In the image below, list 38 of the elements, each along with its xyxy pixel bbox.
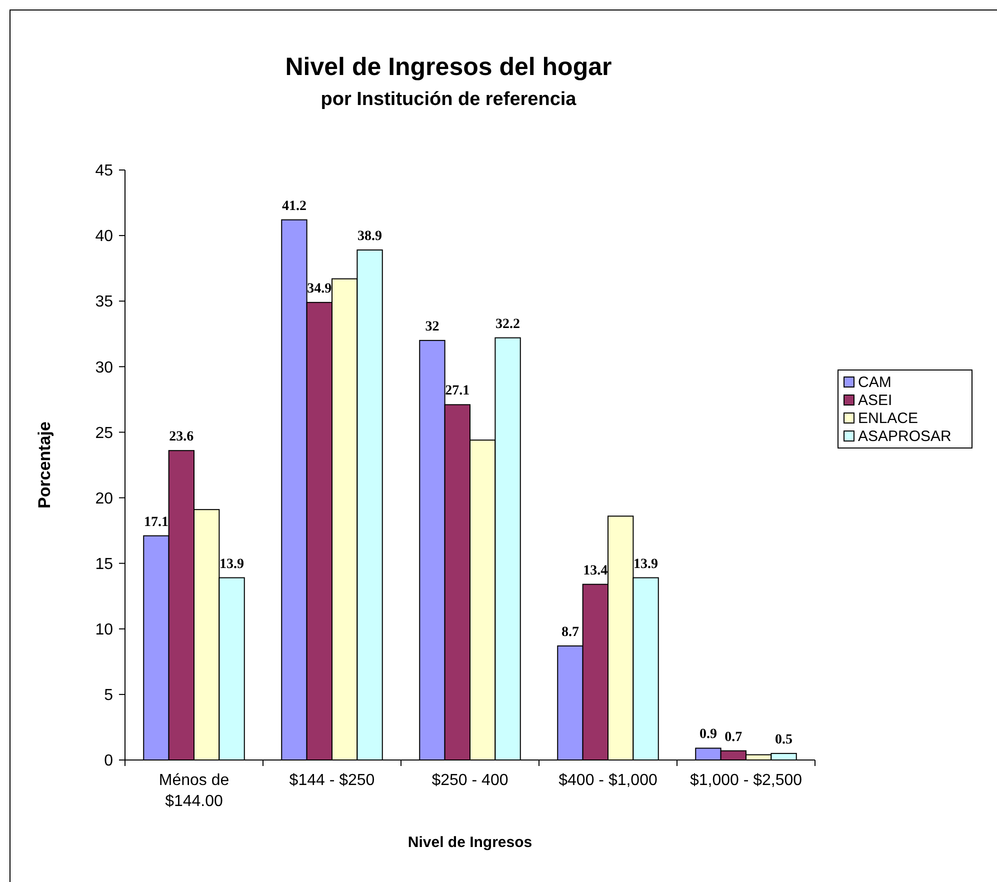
- legend-label: ENLACE: [858, 410, 918, 427]
- y-tick-label: 35: [95, 294, 114, 311]
- y-tick-label: 25: [95, 424, 114, 442]
- data-label: 32: [425, 319, 440, 334]
- data-label: 0.5: [775, 732, 793, 748]
- data-label: 32.2: [496, 316, 520, 332]
- y-tick-label: 15: [95, 556, 114, 573]
- y-tick-label: 30: [95, 359, 114, 376]
- x-tick-label: $144 - $250: [289, 772, 375, 789]
- data-label: 38.9: [358, 228, 382, 244]
- y-tick-label: 5: [104, 687, 114, 704]
- data-label: 13.9: [220, 556, 244, 572]
- x-tick-label: $250 - 400: [432, 772, 508, 789]
- y-tick-label: 45: [95, 162, 114, 180]
- x-tick-label: Ménos de $144.00: [158, 772, 230, 810]
- y-axis-title: Porcentaje: [35, 422, 54, 508]
- data-label: 0.9: [699, 727, 717, 742]
- legend-label: ASEI: [858, 392, 892, 409]
- y-tick-label: 40: [95, 228, 114, 246]
- y-tick-label: 10: [95, 621, 114, 638]
- x-tick-label: $400 - $1,000: [558, 772, 658, 789]
- x-axis-title: Nivel de Ingresos: [408, 834, 532, 851]
- x-tick-label: $1,000 - $2,500: [690, 772, 802, 789]
- data-label: 34.9: [307, 281, 332, 296]
- data-label: 27.1: [445, 384, 470, 399]
- chart-title: Nivel de Ingresos del hogar: [285, 53, 612, 81]
- data-label: 41.2: [282, 198, 306, 214]
- data-label: 17.1: [144, 514, 168, 530]
- y-tick-label: 20: [95, 490, 114, 508]
- data-label: 13.9: [634, 556, 658, 572]
- chart-subtitle: por Institución de referencia: [320, 89, 577, 110]
- data-label: 23.6: [169, 430, 194, 445]
- data-label: 13.4: [583, 563, 608, 578]
- legend-label: ASAPROSAR: [858, 428, 952, 445]
- y-tick-label: 0: [104, 752, 114, 770]
- legend-label: CAM: [858, 374, 892, 391]
- data-label: 8.7: [561, 624, 579, 640]
- data-label: 0.7: [724, 730, 742, 745]
